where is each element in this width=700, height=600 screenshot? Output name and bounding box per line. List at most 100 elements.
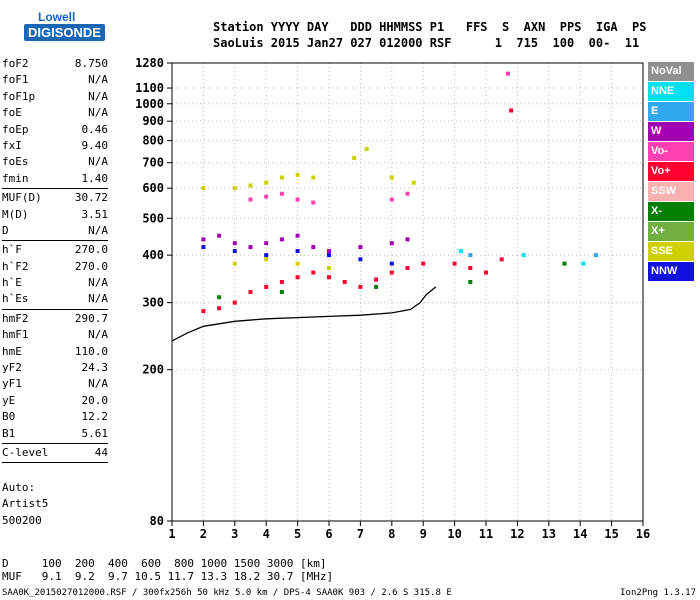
point-vo- (452, 261, 457, 266)
station-header: Station YYYY DAY DDD HHMMSS P1 FFS S AXN… (213, 19, 646, 51)
point-vo- (311, 270, 316, 275)
point-w (217, 233, 222, 238)
point-vo- (248, 290, 253, 294)
param-row: foEp 0.46 (2, 122, 108, 138)
point-sse (311, 175, 316, 180)
param-row: foE N/A (2, 105, 108, 121)
param-value: 110.0 (74, 344, 108, 358)
point-sse (411, 180, 416, 185)
x-tick-label: 3 (231, 527, 238, 541)
point-vo- (405, 191, 410, 196)
point-w (295, 233, 300, 238)
point-vo- (505, 71, 510, 76)
param-row: h`F2 270.0 (2, 259, 108, 275)
point-sse (364, 147, 369, 152)
param-value: 24.3 (81, 361, 109, 375)
point-vo- (201, 309, 206, 314)
legend-item-ssw: SSW (648, 182, 694, 201)
x-tick-label: 7 (357, 527, 364, 541)
x-tick-label: 6 (325, 527, 332, 541)
muf-row: MUF 9.1 9.2 9.7 10.5 11.7 13.3 18.2 30.7… (2, 570, 334, 583)
param-value: N/A (88, 73, 108, 87)
x-tick-label: 11 (479, 527, 493, 541)
point-sse (232, 186, 237, 191)
param-row: hmE 110.0 (2, 344, 108, 360)
param-name: hmE (2, 344, 22, 358)
param-row: foF1p N/A (2, 89, 108, 105)
param-value: 290.7 (74, 311, 108, 325)
param-value: 20.0 (81, 393, 109, 407)
param-row: h`F 270.0 (2, 242, 108, 258)
x-tick-label: 13 (542, 527, 556, 541)
param-name: foEp (2, 122, 29, 136)
param-name: MUF(D) (2, 191, 42, 205)
point-w (232, 241, 237, 246)
param-row: foEs N/A (2, 154, 108, 170)
auto-artist: Artist5 (2, 497, 49, 511)
param-row: yF1 N/A (2, 376, 108, 392)
param-name: B0 (2, 410, 16, 424)
point-sse (279, 175, 284, 180)
point-x- (562, 261, 567, 266)
param-value: N/A (88, 89, 108, 103)
polarization-legend: NoVal NNE E W Vo- Vo+ SSW X- X+ SSE NNW (648, 62, 694, 282)
param-row: M(D) 3.51 (2, 207, 108, 223)
distance-row: D 100 200 400 600 800 1000 1500 3000 [km… (2, 557, 327, 570)
param-value: 9.40 (81, 138, 109, 152)
logo-lowell: Lowell (38, 10, 76, 24)
point-w (279, 237, 284, 242)
point-vo- (389, 270, 394, 275)
point-vo- (311, 200, 316, 205)
point-x- (217, 295, 222, 300)
point-vo- (279, 191, 284, 196)
y-tick-label: 500 (142, 211, 164, 225)
point-vo- (484, 270, 488, 275)
point-vo- (389, 197, 394, 202)
y-tick-label: 200 (142, 363, 164, 377)
param-value: N/A (88, 292, 108, 306)
point-vo- (421, 261, 426, 266)
point-e (468, 253, 473, 258)
param-value: 12.2 (81, 410, 109, 424)
param-row: yE 20.0 (2, 393, 108, 409)
point-w (405, 237, 410, 242)
param-name: h`Es (2, 292, 29, 306)
x-tick-label: 9 (420, 527, 427, 541)
point-vo- (374, 277, 379, 282)
point-x- (374, 284, 379, 289)
point-nne (458, 249, 463, 254)
param-separator (2, 442, 108, 444)
y-tick-label: 1280 (135, 56, 164, 70)
true-height-profile (171, 286, 437, 342)
param-name: h`F2 (2, 259, 29, 273)
param-value: 270.0 (74, 243, 108, 257)
param-value: 1.40 (81, 171, 109, 185)
param-row: D N/A (2, 223, 108, 239)
param-name: M(D) (2, 207, 29, 221)
param-value: 5.61 (81, 426, 109, 440)
point-sse (295, 172, 300, 177)
param-separator (2, 462, 108, 464)
param-name: h`E (2, 276, 22, 290)
legend-item-noval: NoVal (648, 62, 694, 81)
point-nnw (232, 249, 237, 254)
param-row: yF2 24.3 (2, 360, 108, 376)
x-tick-label: 4 (263, 527, 270, 541)
point-vo- (264, 284, 269, 289)
legend-item-w: W (648, 122, 694, 141)
param-name: yF2 (2, 361, 22, 375)
point-vo- (279, 279, 284, 284)
point-x- (279, 290, 284, 294)
autoscaling-info: Auto: Artist5 500200 (2, 480, 48, 529)
param-value: N/A (88, 223, 108, 237)
param-row: B1 5.61 (2, 426, 108, 442)
x-tick-label: 15 (604, 527, 618, 541)
param-row: foF1 N/A (2, 72, 108, 88)
point-nnw (358, 257, 363, 262)
y-tick-label: 1100 (135, 81, 164, 95)
param-name: hmF2 (2, 311, 29, 325)
legend-item-sse: SSE (648, 242, 694, 261)
legend-item-x-: X- (648, 202, 694, 221)
point-w (327, 249, 331, 254)
